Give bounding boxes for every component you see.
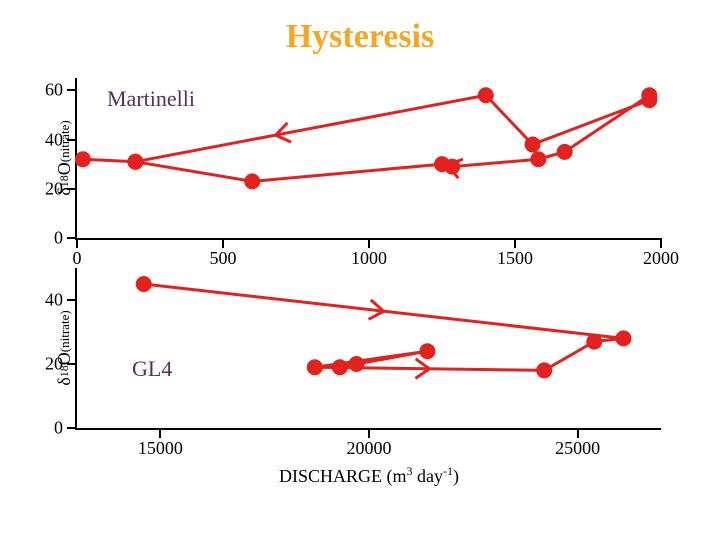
y-tick xyxy=(67,299,77,301)
data-marker xyxy=(75,151,91,167)
y-tick-label: 40 xyxy=(45,129,63,150)
data-marker xyxy=(136,276,152,292)
x-tick-label: 500 xyxy=(210,248,237,269)
data-line xyxy=(83,95,649,181)
plot-martinelli xyxy=(77,78,661,238)
y-tick-label: 20 xyxy=(45,354,63,375)
data-marker xyxy=(530,151,546,167)
y-tick-label: 60 xyxy=(45,80,63,101)
y-tick xyxy=(67,363,77,365)
y-tick-label: 0 xyxy=(54,418,63,439)
x-axis-label: DISCHARGE (m3 day-1) xyxy=(279,464,459,487)
data-marker xyxy=(348,356,364,372)
x-tick-label: 2000 xyxy=(643,248,679,269)
y-tick xyxy=(67,89,77,91)
data-marker xyxy=(244,173,260,189)
ylabel-symbol: δ xyxy=(54,377,75,385)
x-tick xyxy=(577,428,579,438)
plot-gl4 xyxy=(77,268,661,428)
data-marker xyxy=(557,144,573,160)
y-tick-label: 40 xyxy=(45,290,63,311)
panel-gl4: δ18O(nitrate) GL4 DISCHARGE (m3 day-1) 0… xyxy=(75,268,661,430)
data-line xyxy=(144,284,624,370)
y-tick-label: 0 xyxy=(54,228,63,249)
x-tick xyxy=(368,238,370,248)
x-tick-label: 15000 xyxy=(138,438,183,459)
y-tick xyxy=(67,188,77,190)
x-tick xyxy=(368,428,370,438)
data-marker xyxy=(586,334,602,350)
panel-martinelli: δ18O(nitrate) Martinelli 020406005001000… xyxy=(75,78,661,240)
x-tick-label: 1500 xyxy=(497,248,533,269)
data-marker xyxy=(641,92,657,108)
data-marker xyxy=(307,359,323,375)
y-tick xyxy=(67,139,77,141)
data-marker xyxy=(419,343,435,359)
data-marker xyxy=(127,154,143,170)
data-marker xyxy=(615,330,631,346)
x-tick-label: 1000 xyxy=(351,248,387,269)
x-tick xyxy=(514,238,516,248)
y-tick-label: 20 xyxy=(45,178,63,199)
y-tick xyxy=(67,427,77,429)
x-tick xyxy=(222,238,224,248)
data-marker xyxy=(536,362,552,378)
x-tick-label: 20000 xyxy=(347,438,392,459)
data-marker xyxy=(332,359,348,375)
chart-title: Hysteresis xyxy=(0,18,720,56)
x-tick xyxy=(159,428,161,438)
x-tick-label: 25000 xyxy=(555,438,600,459)
x-tick xyxy=(76,238,78,248)
x-tick-label: 0 xyxy=(73,248,82,269)
data-marker xyxy=(525,136,541,152)
data-marker xyxy=(478,87,494,103)
x-tick xyxy=(660,238,662,248)
